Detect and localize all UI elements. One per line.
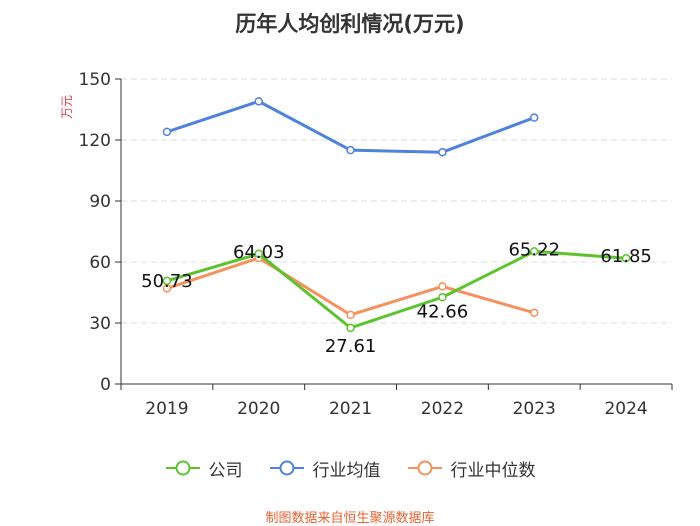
y-tick-label: 90	[89, 192, 111, 212]
legend-label: 行业中位数	[450, 460, 536, 481]
x-tick-label: 2019	[145, 399, 188, 419]
legend: 公司 行业均值 行业中位数	[0, 454, 700, 482]
x-tick-label: 2022	[421, 399, 464, 419]
data-point	[530, 247, 539, 256]
data-point	[438, 147, 447, 157]
data-point	[438, 293, 447, 302]
data-labels: 50.73 64.03 27.61 42.66 65.22 61.85	[141, 239, 652, 356]
grid-lines	[121, 78, 672, 324]
series	[162, 97, 631, 333]
data-point	[346, 310, 355, 320]
legend-label: 公司	[208, 460, 243, 481]
data-label: 27.61	[325, 336, 377, 357]
data-point	[254, 249, 263, 259]
data-label: 64.03	[233, 242, 285, 263]
y-tick-label: 60	[89, 253, 111, 273]
data-point	[346, 323, 355, 333]
data-label: 61.85	[600, 246, 652, 267]
x-tick-label: 2023	[513, 399, 556, 419]
legend-line-marker-icon	[269, 460, 304, 476]
data-label: 50.73	[141, 271, 193, 292]
data-label: 65.22	[508, 239, 560, 260]
legend-line-marker-icon	[165, 460, 200, 476]
series-line-1	[166, 99, 535, 154]
legend-item-2[interactable]: 行业中位数	[407, 456, 536, 481]
data-point	[438, 282, 447, 291]
legend-item-0[interactable]: 公司	[165, 456, 243, 481]
x-tick-label: 2020	[237, 399, 280, 419]
y-tick-label: 30	[89, 314, 111, 334]
data-point	[346, 145, 355, 155]
data-point	[621, 253, 631, 263]
legend-label: 行业均值	[312, 460, 381, 481]
x-tick-label: 2024	[604, 399, 647, 419]
legend-item-1[interactable]: 行业均值	[269, 456, 381, 481]
legend-line-marker-icon	[407, 460, 442, 476]
series-line-0	[166, 249, 627, 330]
x-tick-label: 2021	[329, 399, 372, 419]
y-tick-label: 120	[79, 131, 111, 151]
y-axis-label: 万元	[60, 95, 74, 119]
data-point	[254, 97, 263, 106]
data-point	[162, 127, 172, 137]
source-note: 制图数据来自恒生聚源数据库	[265, 511, 435, 526]
data-point	[530, 308, 539, 318]
y-tick-label: 0	[100, 375, 111, 395]
axes: 0 30 60 90 120 150 2019 2020 2021 2022 2023 2024	[79, 70, 673, 419]
data-label: 42.66	[417, 301, 469, 322]
chart-title: 历年人均创利情况(万元)	[235, 12, 465, 36]
series-line-2	[166, 256, 535, 317]
data-point	[530, 113, 539, 122]
data-point	[162, 276, 172, 286]
y-tick-label: 150	[79, 70, 111, 90]
